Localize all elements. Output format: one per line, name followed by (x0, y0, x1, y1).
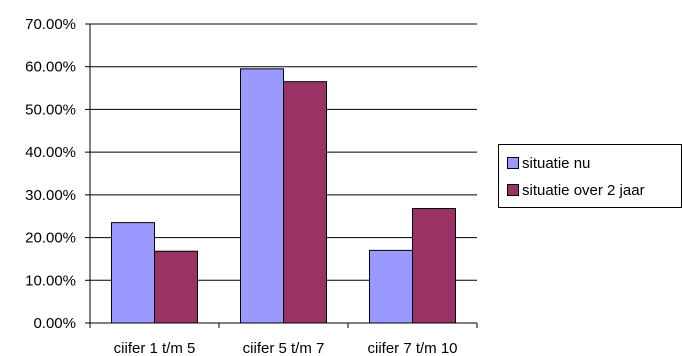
y-tick-label: 10.00% (25, 272, 76, 289)
bar-2-3 (412, 208, 456, 324)
y-tick-label: 0.00% (33, 315, 76, 332)
y-tick-label: 30.00% (25, 187, 76, 204)
bar-2-2 (283, 81, 327, 324)
y-tick-label: 70.00% (25, 16, 76, 33)
y-tick-label: 40.00% (25, 144, 76, 161)
legend: situatie nu situatie over 2 jaar (498, 144, 682, 208)
x-tick-label: ciifer 7 t/m 10 (367, 340, 457, 356)
bar-1-1 (111, 222, 155, 324)
y-tick-labels: 0.00% 10.00% 20.00% 30.00% 40.00% 50.00% 60.00… (25, 16, 76, 332)
y-tick-label: 60.00% (25, 59, 76, 76)
x-tick-labels: ciifer 1 t/m 5 ciifer 5 t/m 7 ciifer 7 t/m… (114, 340, 458, 356)
legend-item-series-2: situatie over 2 jaar (507, 181, 645, 199)
bar-1-3 (369, 249, 413, 324)
legend-label-series-2: situatie over 2 jaar (522, 181, 645, 199)
x-tick-label: ciifer 1 t/m 5 (114, 340, 196, 356)
bar-2-1 (154, 250, 198, 324)
legend-swatch-series-1 (507, 157, 519, 169)
y-tick-label: 20.00% (25, 230, 76, 247)
x-tick-label: ciifer 5 t/m 7 (243, 340, 325, 356)
legend-label-series-1: situatie nu (522, 154, 591, 172)
bars (111, 68, 456, 324)
legend-swatch-series-2 (507, 184, 519, 196)
legend-item-series-1: situatie nu (507, 154, 590, 172)
axes (85, 23, 478, 328)
y-tick-label: 50.00% (25, 101, 76, 118)
bar-1-2 (240, 68, 284, 324)
